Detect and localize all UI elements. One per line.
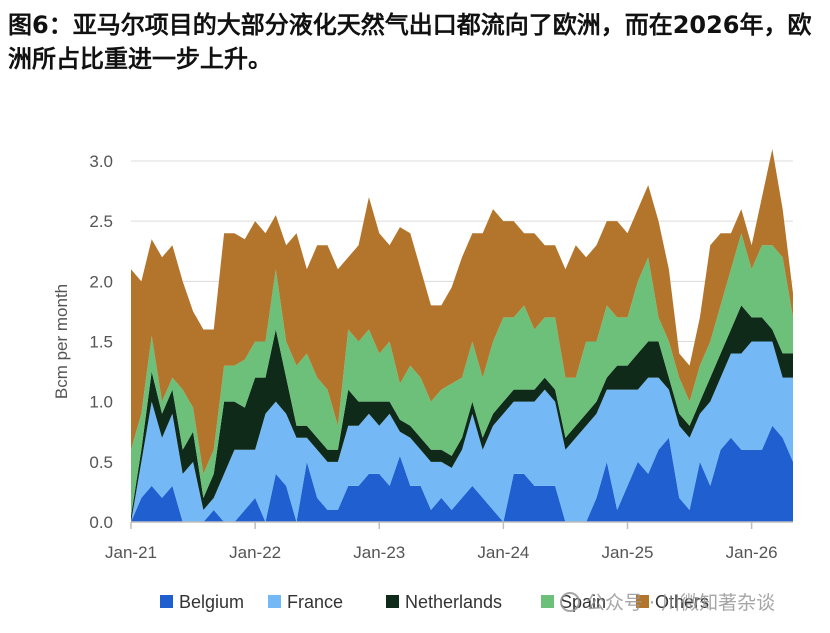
y-tick-label: 3.0 [89,152,113,171]
legend-swatch-belgium [160,595,173,608]
wechat-icon [560,591,580,612]
legend-label-netherlands: Netherlands [405,592,502,612]
watermark-text: 公众号 · 川微知著杂谈 [586,592,776,614]
legend-label-france: France [287,592,343,612]
y-tick-label: 2.5 [89,212,113,231]
series-others-area [131,148,793,474]
y-tick-label: 1.0 [89,393,113,412]
y-tick-label: 0.0 [89,513,113,532]
legend-swatch-spain [541,595,554,608]
x-tick-label: Jan-26 [726,543,778,562]
watermark: 公众号 · 川微知著杂谈 [560,588,775,615]
legend-swatch-netherlands [386,595,399,608]
chart-title: 图6：亚马尔项目的大部分液化天然气出口都流向了欧洲，而在2026年，欧洲所占比重… [8,11,812,73]
y-tick-label: 0.5 [89,453,113,472]
y-tick-label: 2.0 [89,272,113,291]
x-tick-labels: Jan-21 Jan-22 Jan-23 Jan-24 Jan-25 Jan-26 [105,522,778,562]
series-areas [131,148,793,522]
series-spain-area [131,233,793,516]
x-tick-label: Jan-21 [105,543,157,562]
y-tick-labels: 0.0 0.5 1.0 1.5 2.0 2.5 3.0 [89,152,113,532]
x-tick-label: Jan-24 [477,543,529,562]
series-netherlands-area [131,305,793,522]
series-belgium-area [131,425,793,522]
legend-swatch-others [636,595,649,608]
series-france-area [131,341,793,522]
legend-swatch-france [268,595,281,608]
y-tick-label: 1.5 [89,333,113,352]
x-tick-label: Jan-25 [602,543,654,562]
x-tick-label: Jan-23 [353,543,405,562]
legend-label-belgium: Belgium [179,592,244,612]
y-axis-label: Bcm per month [52,284,71,399]
legend-label-others: Others [655,592,709,612]
legend: Belgium France Netherlands Spain Others [160,592,709,612]
x-tick-label: Jan-22 [229,543,281,562]
